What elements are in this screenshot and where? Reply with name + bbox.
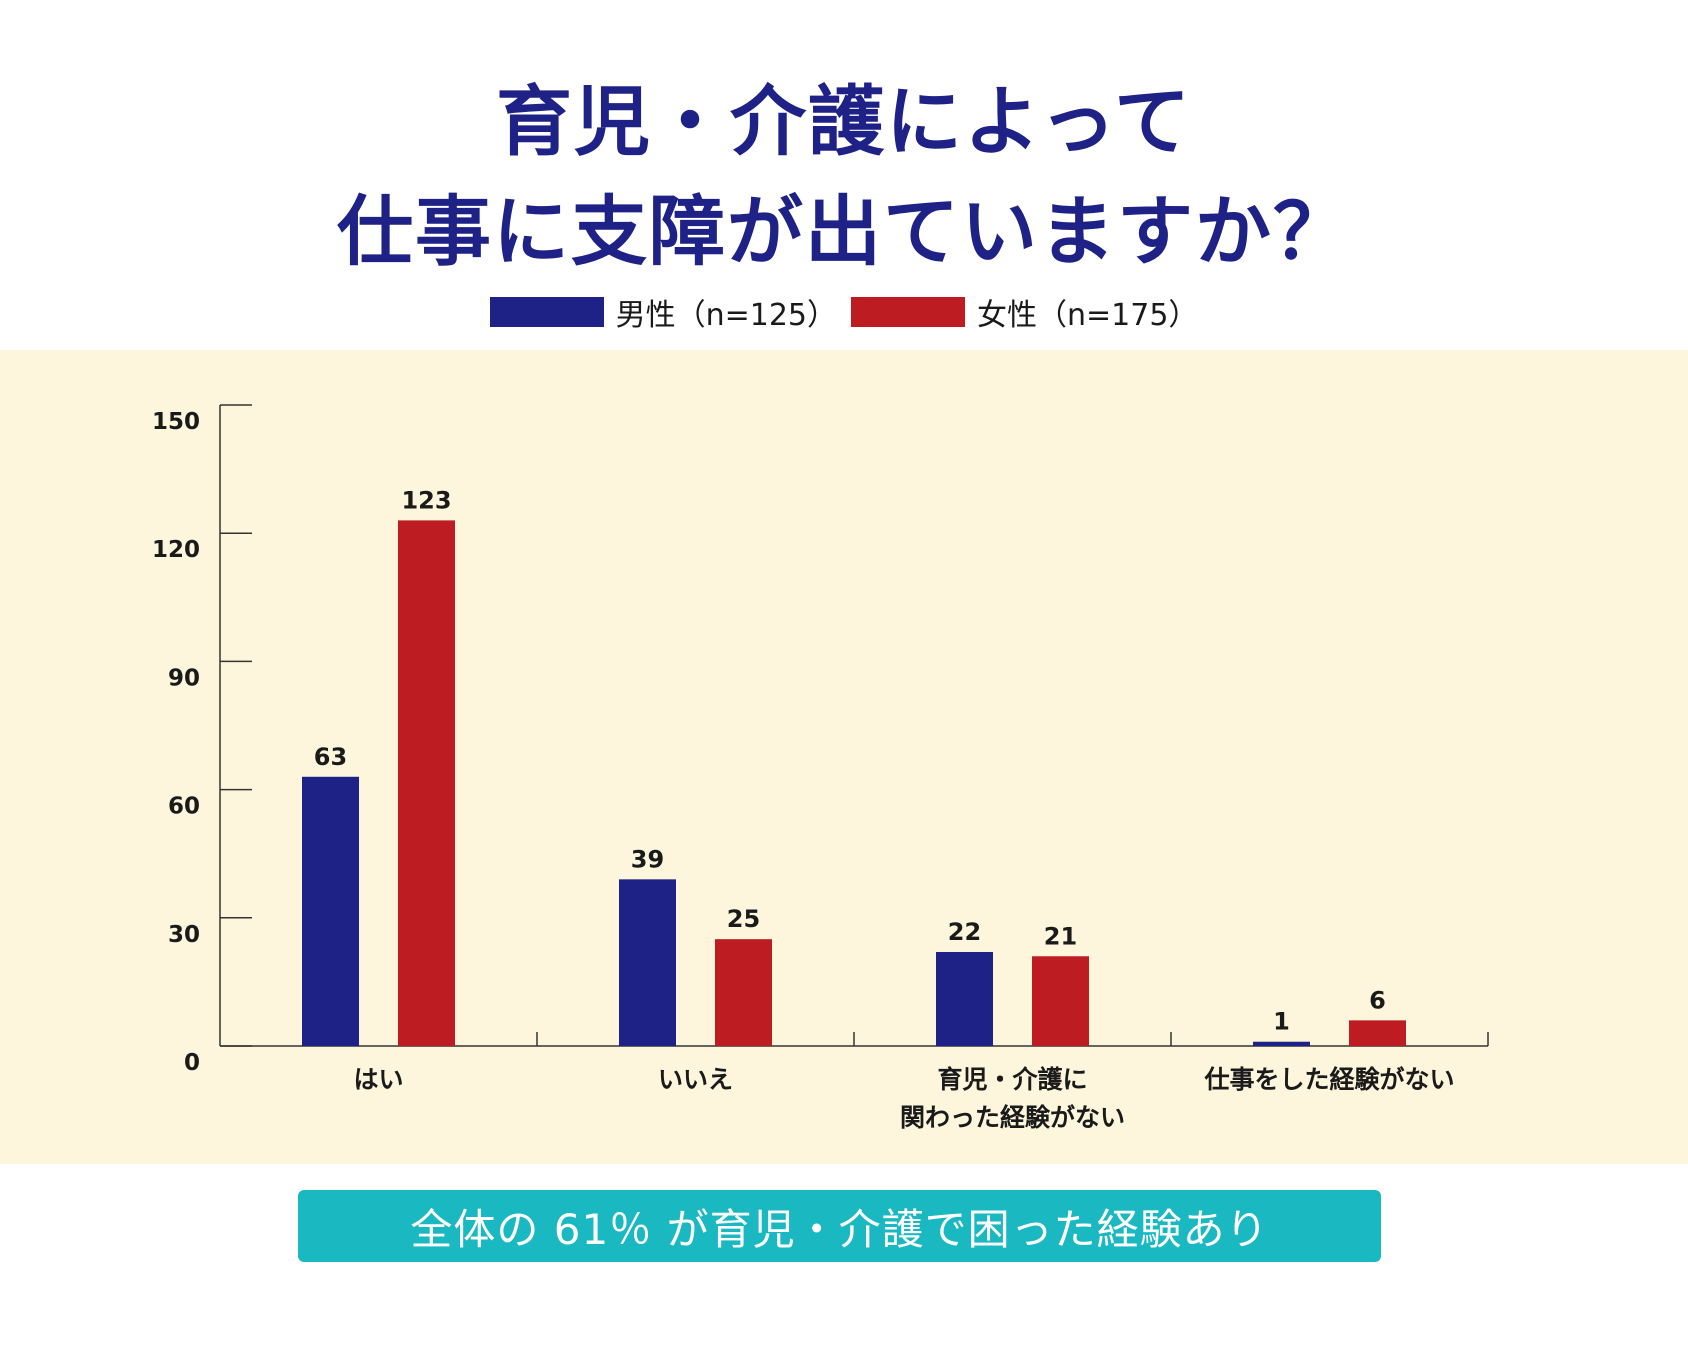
bar-male bbox=[1253, 1041, 1310, 1046]
x-category-label: はい bbox=[353, 1065, 403, 1094]
legend-swatch-male bbox=[489, 297, 604, 327]
y-tick-label: 30 bbox=[168, 922, 200, 948]
legend-swatch-female bbox=[851, 297, 965, 327]
bar-female bbox=[1032, 956, 1089, 1046]
bar-male bbox=[936, 951, 993, 1046]
bar-female bbox=[1349, 1020, 1406, 1046]
y-tick-label: 120 bbox=[152, 537, 200, 563]
y-tick-label: 150 bbox=[152, 409, 200, 435]
chart-title-line-1: 育児・介護によって bbox=[496, 77, 1192, 166]
bar-chart: 0 30 60 90 120 150 63 123 はい 39 25 いいえ 22 21 育児・介護に関わっ… bbox=[152, 404, 1489, 1132]
legend: 男性（n=125） 女性（n=175） bbox=[0, 290, 1688, 334]
x-category-label: 育児・介護に bbox=[937, 1065, 1087, 1094]
data-label: 21 bbox=[1044, 922, 1077, 950]
bar-male bbox=[302, 776, 359, 1046]
x-category-label: 仕事をした経験がない bbox=[1203, 1065, 1454, 1094]
legend-label-female: 女性（n=175） bbox=[977, 298, 1199, 333]
chart-title-line-2: 仕事に支障が出ていますか？ bbox=[337, 187, 1351, 276]
data-label: 1 bbox=[1273, 1008, 1290, 1036]
legend-item-female: 女性（n=175） bbox=[851, 290, 1198, 334]
x-category-label: いいえ bbox=[658, 1065, 733, 1094]
chart-panel: 0 30 60 90 120 150 63 123 はい 39 25 いいえ 22 21 育児・介護に関わっ… bbox=[0, 350, 1688, 1164]
summary-banner-text: 全体の 61％ が育児・介護で困った経験あり bbox=[410, 1204, 1269, 1254]
bar-female bbox=[715, 939, 772, 1046]
data-label: 6 bbox=[1369, 986, 1386, 1014]
y-tick-label: 60 bbox=[168, 794, 200, 820]
y-tick-label: 90 bbox=[168, 665, 200, 691]
bar-male bbox=[619, 879, 676, 1046]
y-tick-label: 0 bbox=[184, 1050, 200, 1076]
legend-item-male: 男性（n=125） bbox=[489, 290, 837, 334]
summary-banner: 全体の 61％ が育児・介護で困った経験あり bbox=[298, 1190, 1381, 1262]
data-label: 25 bbox=[727, 905, 760, 933]
data-label: 22 bbox=[948, 918, 981, 946]
data-label: 39 bbox=[631, 845, 664, 873]
x-category-label: 関わった経験がない bbox=[900, 1103, 1125, 1132]
legend-label-male: 男性（n=125） bbox=[615, 298, 837, 333]
bar-female bbox=[398, 520, 455, 1046]
data-label: 63 bbox=[314, 743, 347, 771]
data-label: 123 bbox=[401, 486, 451, 514]
